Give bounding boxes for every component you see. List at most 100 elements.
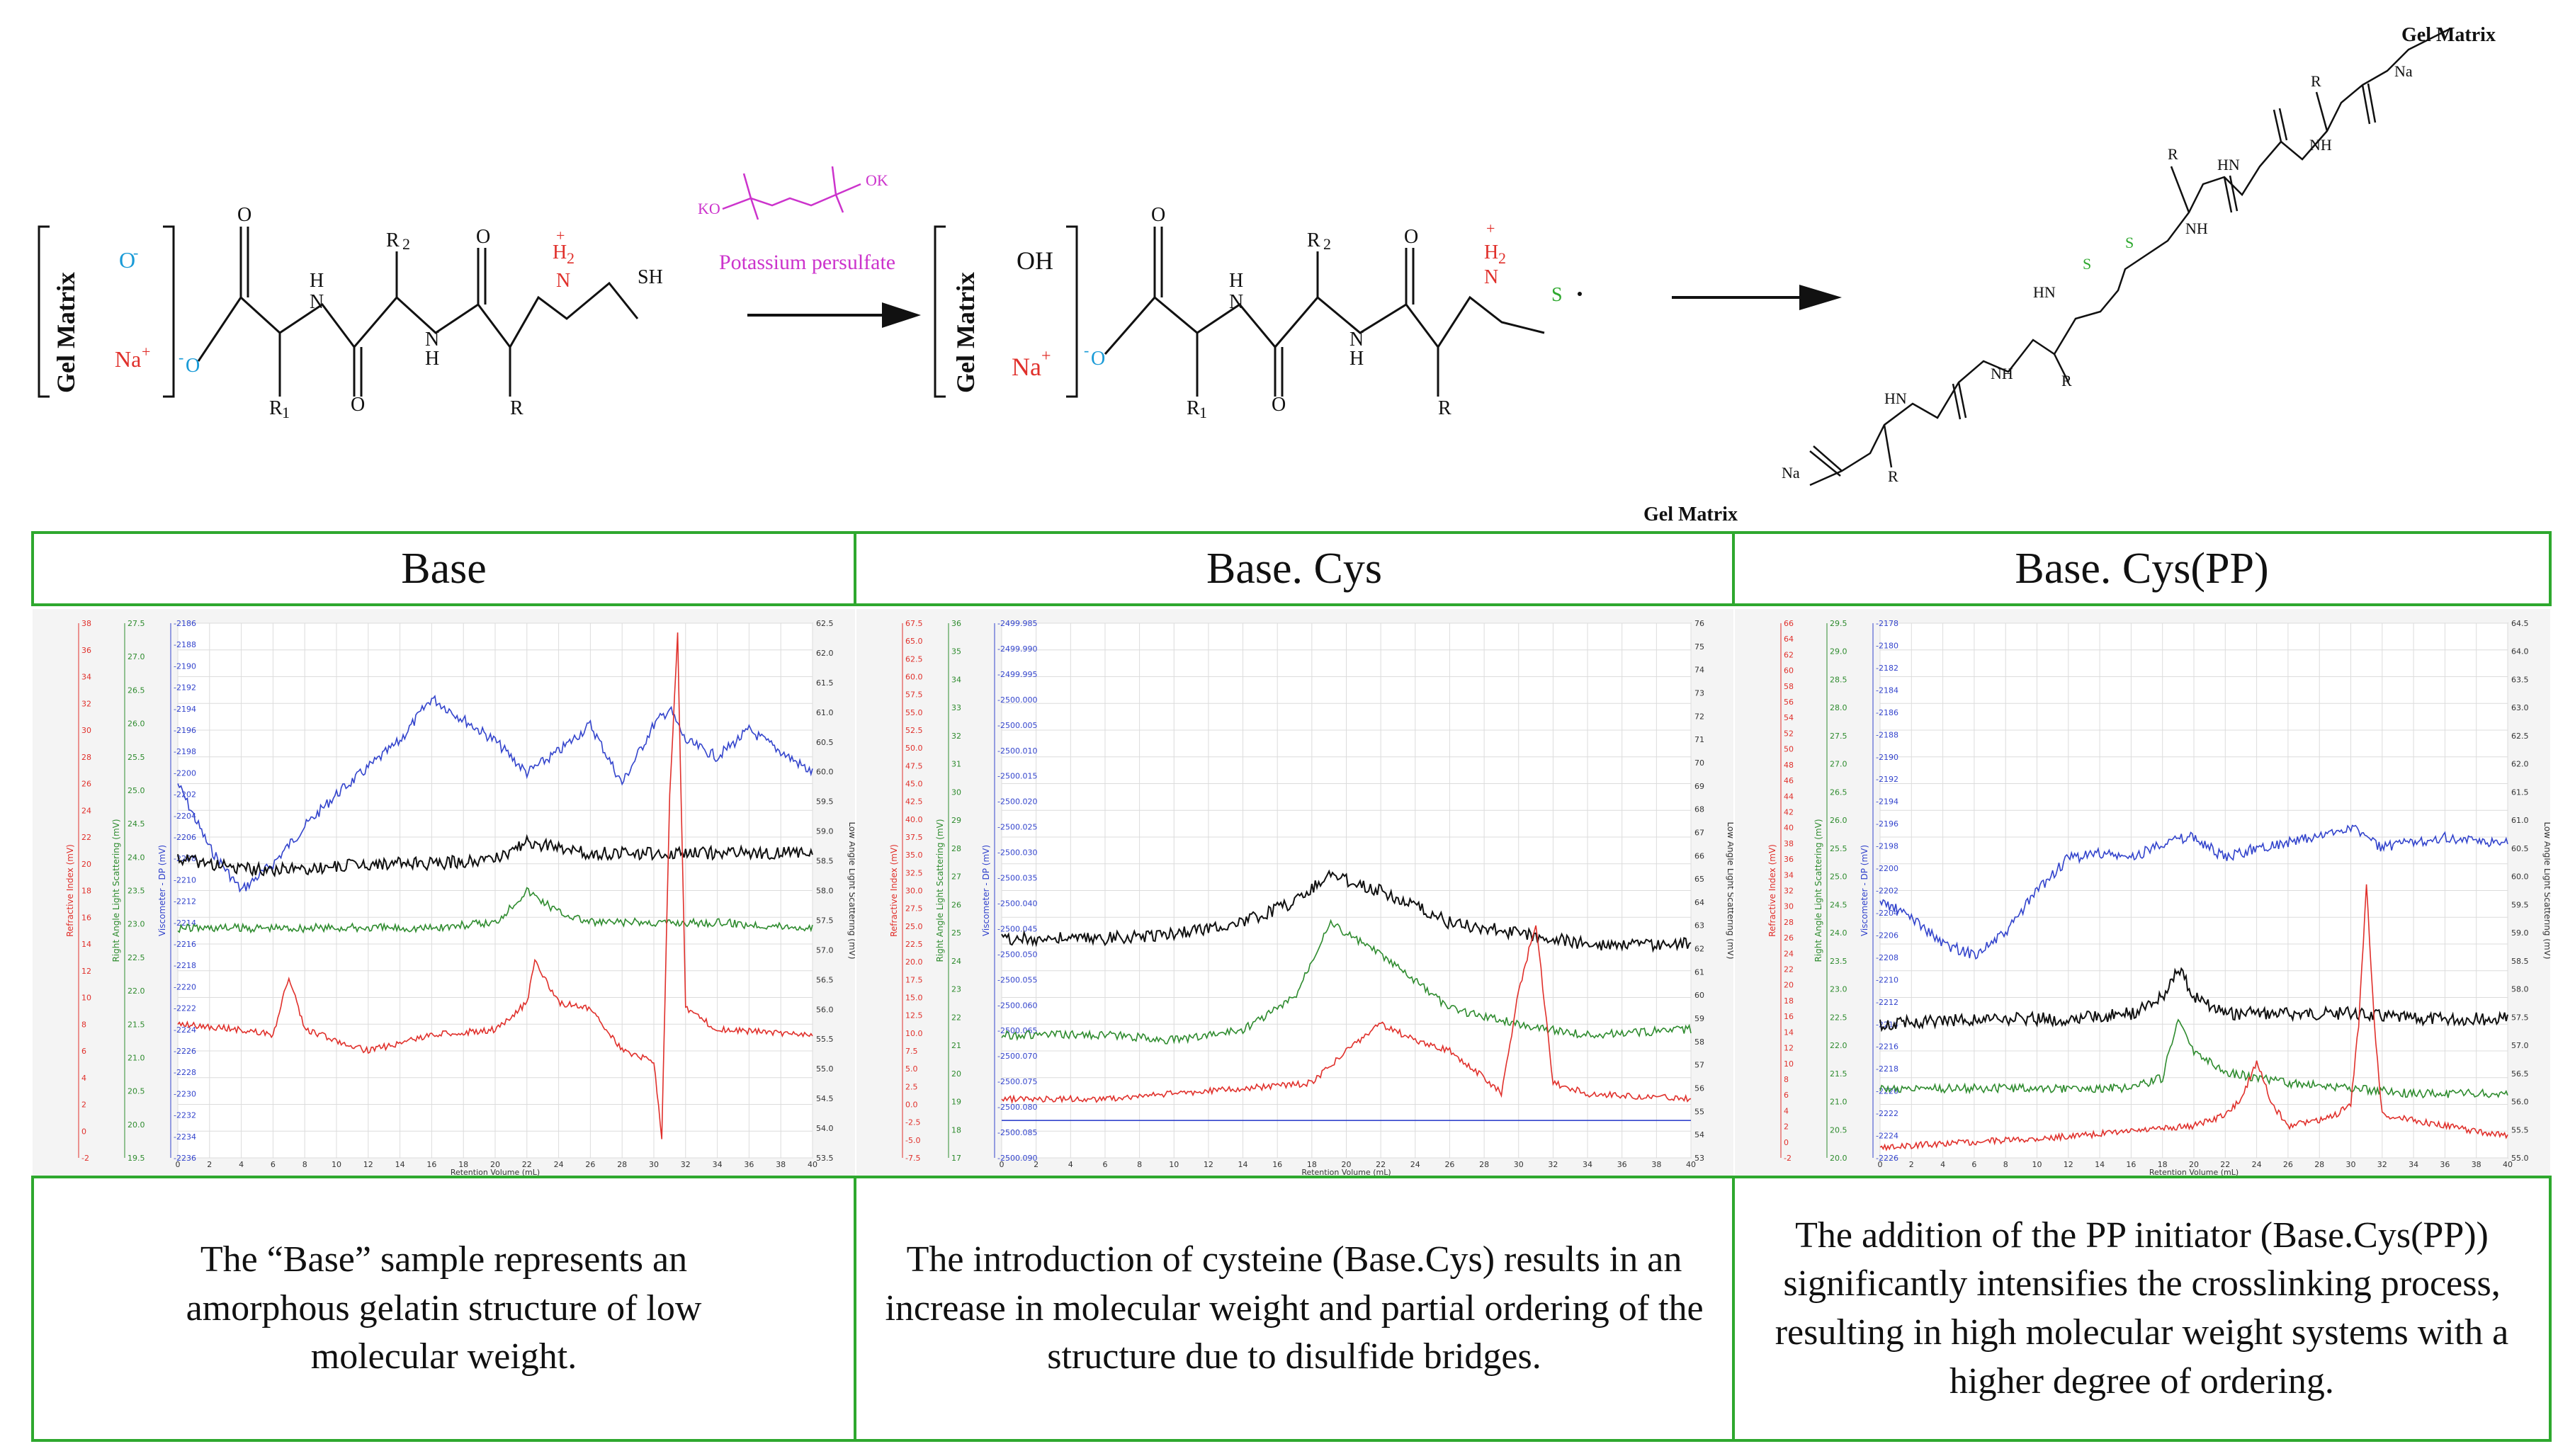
- right-axis-tick: 56.0: [816, 1005, 834, 1014]
- left-axis-tick: 65.0: [905, 637, 923, 646]
- reagent-label: Potassium persulfate: [719, 251, 895, 274]
- reaction-arrow-2: [1672, 285, 1842, 310]
- ammonium-n-2: N: [1484, 266, 1498, 288]
- x-tick-label: 30: [1514, 1160, 1524, 1169]
- right-axis-tick: 60: [1694, 991, 1704, 1000]
- x-tick-label: 20: [490, 1160, 500, 1169]
- header-base: Base: [401, 544, 487, 593]
- ok-label: OK: [866, 171, 888, 189]
- left-axis-tick: -2232: [174, 1111, 196, 1120]
- left-axis-tick: 16: [81, 913, 91, 922]
- x-tick-label: 0: [1000, 1160, 1004, 1169]
- left-axis-tick: 60.0: [905, 673, 923, 682]
- right-axis-tick: 62.0: [2511, 760, 2529, 769]
- x-tick-label: 20: [1342, 1160, 1352, 1169]
- right-axis-tick: 57: [1694, 1061, 1704, 1070]
- x-tick-label: 14: [1238, 1160, 1248, 1169]
- left-axis-tick: 28: [81, 753, 91, 762]
- left-axis-tick: 33: [951, 703, 961, 712]
- x-tick-label: 10: [332, 1160, 341, 1169]
- x-tick-label: 28: [617, 1160, 627, 1169]
- left-gel-matrix: Gel Matrix O - Na +: [38, 225, 175, 398]
- left-axis-tick: 25.0: [128, 786, 145, 795]
- carbonyl-o-5: O: [1272, 394, 1286, 416]
- left-axis-tick: 24.5: [128, 819, 145, 829]
- left-axis-tick: -2228: [174, 1068, 196, 1077]
- x-tick-label: 16: [1272, 1160, 1282, 1169]
- series-line-right-angle-light-scattering: [1001, 918, 1692, 1045]
- x-tick-label: 14: [395, 1160, 405, 1169]
- left-axis-tick: -2206: [1876, 931, 1898, 940]
- right-axis-tick: 65: [1694, 875, 1704, 884]
- left-axis-tick: 23.5: [128, 887, 145, 896]
- left-axis-tick: 24.0: [128, 853, 145, 862]
- oxygen-anion-label: O: [119, 247, 135, 273]
- ko-label: KO: [698, 200, 720, 217]
- r2-label: R: [386, 229, 400, 251]
- left-axis-tick: -2210: [1876, 975, 1898, 984]
- ammonium-h2-sub-2: 2: [1498, 249, 1506, 267]
- r2-label-2: R: [1307, 229, 1320, 251]
- left-axis-tick: 37.5: [905, 833, 923, 842]
- series-line-low-angle-light-scattering: [1879, 967, 2508, 1033]
- disulfide-s-1: S: [2083, 255, 2091, 273]
- left-axis-tick: -2192: [1876, 775, 1898, 784]
- left-axis-tick: 8: [81, 1020, 86, 1029]
- right-axis-tick: 61: [1694, 967, 1704, 977]
- left-axis-tick: -2499.985: [997, 619, 1037, 628]
- right-axis-tick: 62.0: [816, 649, 834, 658]
- x-tick-label: 0: [176, 1160, 181, 1169]
- x-tick-label: 4: [239, 1160, 244, 1169]
- left-axis-tick: -2500.070: [997, 1052, 1037, 1061]
- left-axis-tick: 60: [1784, 666, 1794, 676]
- left-axis-tick: -2500.000: [997, 695, 1037, 705]
- right-axis-tick: 62.5: [2511, 732, 2529, 741]
- right-axis-tick: 57.5: [2511, 1013, 2529, 1022]
- right-axis-tick: 64.0: [2511, 647, 2529, 656]
- left-axis-tick: -2188: [1876, 730, 1898, 739]
- left-peptide-labels: O O O H N N H R 2 R 1 R O - H 2 N + SH: [179, 204, 663, 421]
- left-axis-tick: 26: [81, 780, 91, 789]
- left-axis-label: Viscometer - DP (mV): [981, 845, 991, 936]
- left-axis-tick: 34: [1784, 870, 1794, 880]
- left-axis-tick: -2222: [174, 1004, 196, 1013]
- left-axis-tick: 20.0: [905, 957, 923, 967]
- crosslinked-product: [1809, 27, 2452, 487]
- x-tick-label: 40: [2503, 1160, 2513, 1169]
- left-axis-tick: 42: [1784, 807, 1794, 817]
- left-axis-tick: -2216: [1876, 1042, 1898, 1052]
- x-tick-label: 38: [2472, 1160, 2481, 1169]
- left-axis-tick: -2200: [1876, 864, 1898, 873]
- left-axis-tick: -2500.080: [997, 1103, 1037, 1112]
- x-tick-label: 32: [1548, 1160, 1558, 1169]
- x-tick-label: 26: [2283, 1160, 2293, 1169]
- left-axis-tick: -2: [1784, 1154, 1792, 1163]
- left-axis-tick: -2200: [174, 768, 196, 778]
- left-axis-tick: -2194: [1876, 797, 1898, 807]
- x-tick-label: 14: [2095, 1160, 2105, 1169]
- series-line-low-angle-light-scattering: [177, 834, 813, 878]
- left-axis-tick: 26.0: [128, 720, 145, 729]
- left-axis-tick: 16: [1784, 1012, 1794, 1021]
- carbonyl-o-4: O: [1151, 204, 1165, 226]
- left-axis-tick: 20.5: [1830, 1125, 1847, 1134]
- x-tick-label: 24: [554, 1160, 564, 1169]
- x-tick-label: 22: [522, 1160, 532, 1169]
- x-tick-label: 16: [2126, 1160, 2136, 1169]
- left-axis-tick: 7.5: [905, 1047, 918, 1056]
- left-axis-label: Refractive Index (mV): [65, 844, 75, 937]
- right-axis-tick: 58: [1694, 1037, 1704, 1047]
- left-axis-tick: 27: [951, 872, 961, 882]
- left-axis-tick: -2210: [174, 875, 196, 885]
- left-axis-tick: 38: [1784, 839, 1794, 848]
- nh-label-3: NH: [2309, 136, 2332, 154]
- right-axis-tick: 61.0: [2511, 816, 2529, 825]
- x-tick-label: 40: [808, 1160, 817, 1169]
- left-axis-tick: -2204: [1876, 909, 1898, 918]
- left-axis-tick: -2236: [174, 1154, 196, 1163]
- x-tick-label: 10: [1169, 1160, 1179, 1169]
- x-tick-label: 26: [1444, 1160, 1454, 1169]
- x-tick-label: 8: [302, 1160, 307, 1169]
- left-axis-tick: 30: [81, 726, 91, 735]
- x-tick-label: 16: [426, 1160, 436, 1169]
